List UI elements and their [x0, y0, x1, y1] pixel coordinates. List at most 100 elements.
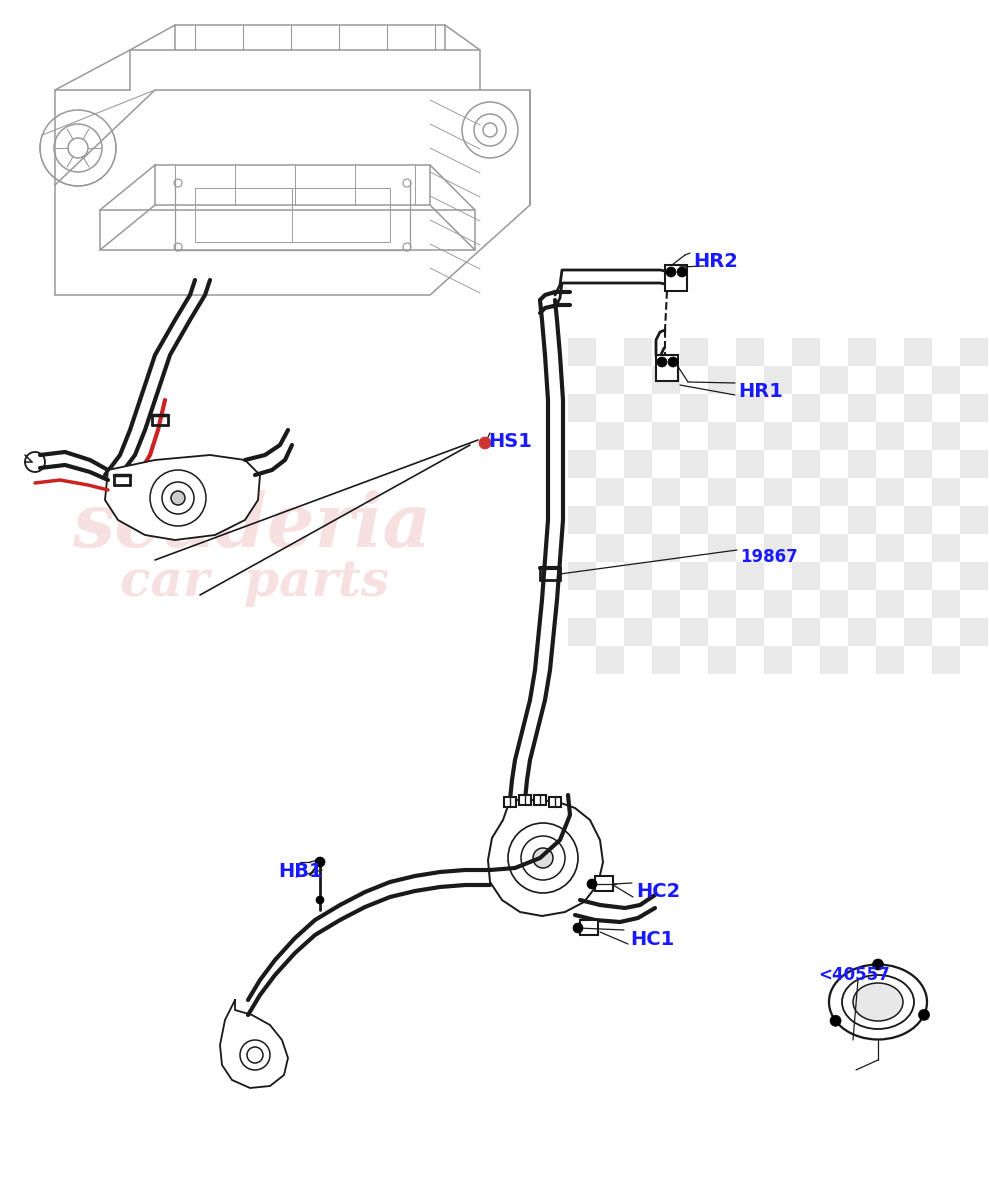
Bar	[848, 394, 876, 422]
Bar	[580, 920, 598, 935]
Bar	[736, 338, 764, 366]
Bar	[820, 534, 848, 562]
Bar	[652, 366, 680, 394]
Bar	[764, 366, 792, 394]
Bar	[624, 562, 652, 590]
Bar	[932, 646, 960, 674]
Bar	[932, 590, 960, 618]
Bar	[680, 506, 708, 534]
Circle shape	[587, 878, 597, 889]
Bar	[848, 338, 876, 366]
Bar	[736, 394, 764, 422]
Bar	[932, 422, 960, 450]
Bar	[904, 338, 932, 366]
Polygon shape	[105, 455, 260, 540]
Bar	[596, 366, 624, 394]
Bar	[504, 797, 516, 806]
Bar	[568, 618, 596, 646]
Circle shape	[316, 896, 324, 904]
Bar	[904, 506, 932, 534]
Polygon shape	[488, 800, 603, 916]
Bar	[820, 422, 848, 450]
Bar	[568, 562, 596, 590]
Bar	[652, 422, 680, 450]
Bar	[960, 618, 988, 646]
Text: HS1: HS1	[488, 432, 532, 451]
Bar	[596, 646, 624, 674]
Bar	[904, 562, 932, 590]
Bar	[680, 562, 708, 590]
Text: HC2: HC2	[636, 882, 680, 901]
Bar	[876, 646, 904, 674]
Bar	[904, 394, 932, 422]
Bar	[960, 506, 988, 534]
Bar	[624, 506, 652, 534]
Text: HR1: HR1	[738, 382, 783, 401]
Bar	[652, 590, 680, 618]
Circle shape	[872, 959, 883, 970]
Bar	[876, 590, 904, 618]
Bar	[680, 618, 708, 646]
Bar	[596, 534, 624, 562]
Bar	[848, 506, 876, 534]
Bar	[568, 338, 596, 366]
Bar	[708, 366, 736, 394]
Bar	[652, 478, 680, 506]
Bar	[549, 797, 561, 806]
Bar	[624, 618, 652, 646]
Circle shape	[666, 266, 676, 277]
Bar	[792, 450, 820, 478]
Bar	[736, 562, 764, 590]
Bar	[624, 338, 652, 366]
Bar	[764, 422, 792, 450]
Circle shape	[573, 923, 583, 934]
Bar	[792, 562, 820, 590]
Bar	[736, 618, 764, 646]
Bar	[792, 506, 820, 534]
Bar	[708, 534, 736, 562]
Text: 19867: 19867	[740, 548, 798, 566]
Bar	[680, 450, 708, 478]
Bar	[820, 478, 848, 506]
Bar	[652, 646, 680, 674]
Bar	[568, 450, 596, 478]
Bar	[876, 366, 904, 394]
Circle shape	[830, 1015, 842, 1026]
Bar	[708, 422, 736, 450]
Ellipse shape	[842, 974, 914, 1028]
Bar	[764, 478, 792, 506]
Bar	[848, 450, 876, 478]
Bar	[736, 506, 764, 534]
Bar	[960, 562, 988, 590]
Text: scuderia: scuderia	[72, 490, 432, 563]
Bar	[876, 422, 904, 450]
Bar	[519, 794, 531, 805]
Bar	[820, 646, 848, 674]
Circle shape	[315, 857, 325, 866]
Bar	[680, 338, 708, 366]
Bar	[596, 478, 624, 506]
Bar	[904, 450, 932, 478]
Bar	[708, 646, 736, 674]
Ellipse shape	[829, 965, 927, 1039]
Bar	[736, 450, 764, 478]
Bar	[624, 450, 652, 478]
Bar	[904, 618, 932, 646]
Bar	[876, 478, 904, 506]
Bar	[624, 394, 652, 422]
Bar	[665, 265, 687, 290]
Bar	[708, 478, 736, 506]
Bar	[708, 590, 736, 618]
Bar	[656, 355, 678, 382]
Bar	[792, 618, 820, 646]
Bar	[848, 562, 876, 590]
Bar	[764, 646, 792, 674]
Bar	[764, 590, 792, 618]
Circle shape	[171, 491, 185, 505]
Bar	[932, 534, 960, 562]
Bar	[568, 394, 596, 422]
Bar	[960, 394, 988, 422]
Text: HB1: HB1	[278, 862, 323, 881]
Circle shape	[919, 1009, 930, 1020]
Bar	[932, 366, 960, 394]
